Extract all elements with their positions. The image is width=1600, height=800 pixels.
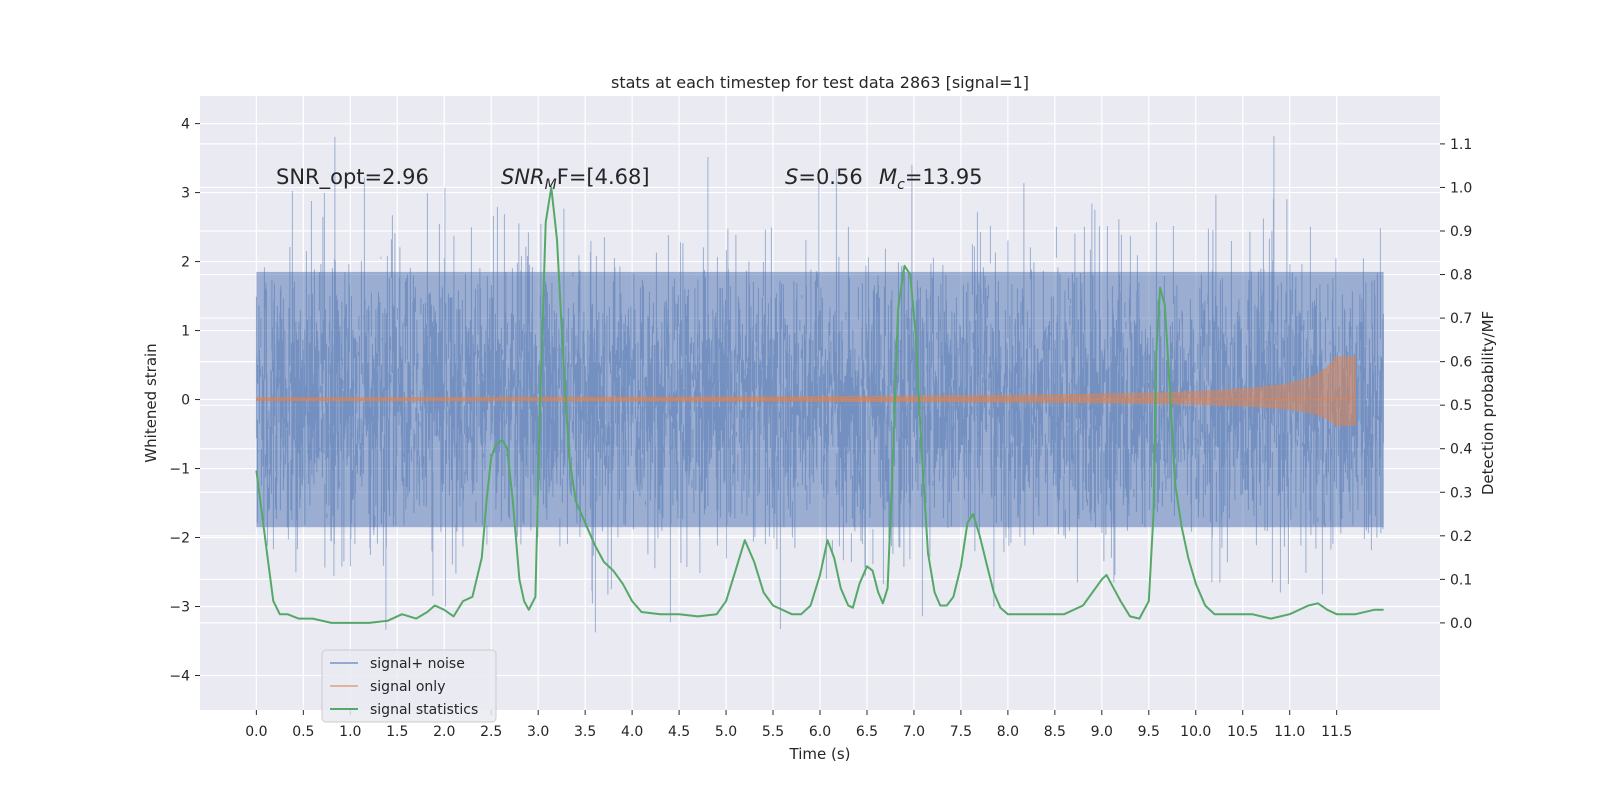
y-left-tick-label-7: 3 — [181, 186, 190, 202]
y-left-tick-label-4: 0 — [181, 393, 190, 409]
legend: signal+ noise signal only signal statist… — [321, 649, 497, 723]
chart-title: stats at each timestep for test data 286… — [611, 73, 1029, 92]
snr-mf-main: SNR — [501, 165, 545, 189]
x-tick-label-20: 10.0 — [1180, 724, 1211, 740]
y-axis-label-left: Whitened strain — [142, 343, 160, 462]
x-tick-label-5: 2.5 — [480, 724, 502, 740]
legend-box — [321, 649, 497, 723]
mc-sub: c — [897, 177, 905, 193]
legend-label-noise: signal+ noise — [370, 656, 465, 672]
y-right-tick-label-11: 1.1 — [1450, 137, 1472, 153]
x-tick-label-21: 10.5 — [1227, 724, 1258, 740]
mc-symbol: M — [879, 165, 897, 189]
series-signal-only — [255, 356, 1356, 426]
y-right-tick-label-8: 0.8 — [1450, 268, 1472, 284]
y-ticks-left: −4 −3 −2 −1 0 1 2 3 4 — [169, 117, 200, 685]
annotation-snr-opt: SNR_opt=2.96 — [276, 165, 429, 190]
annotation-mc: Mc=13.95 — [879, 165, 983, 193]
y-ticks-right: 0.0 0.1 0.2 0.3 0.4 0.5 0.6 0.7 0.8 0.9 1.0 1.1 — [1440, 137, 1472, 632]
x-tick-label-13: 6.5 — [856, 724, 878, 740]
x-tick-label-17: 8.5 — [1044, 724, 1066, 740]
x-tick-label-11: 5.5 — [762, 724, 784, 740]
y-right-tick-label-6: 0.6 — [1450, 355, 1472, 371]
y-right-tick-label-4: 0.4 — [1450, 442, 1472, 458]
signal-envelope — [255, 356, 1356, 426]
x-tick-label-0: 0.0 — [245, 724, 267, 740]
series-signal-statistics — [255, 186, 1384, 624]
y-right-tick-label-0: 0.0 — [1450, 616, 1472, 632]
x-tick-label-12: 6.0 — [809, 724, 831, 740]
x-tick-label-8: 4.0 — [621, 724, 643, 740]
y-left-tick-label-1: −3 — [169, 600, 190, 616]
snr-mf-rest: F=[4.68] — [557, 165, 650, 189]
y-right-tick-label-3: 0.3 — [1450, 485, 1472, 501]
y-left-tick-label-3: −1 — [169, 462, 190, 478]
s-value: =0.56 — [798, 165, 862, 189]
y-right-tick-label-5: 0.5 — [1450, 398, 1472, 414]
x-tick-label-7: 3.5 — [574, 724, 596, 740]
x-tick-label-15: 7.5 — [950, 724, 972, 740]
y-left-tick-label-5: 1 — [181, 324, 190, 340]
x-tick-label-4: 2.0 — [433, 724, 455, 740]
x-tick-label-9: 4.5 — [668, 724, 690, 740]
x-tick-label-16: 8.0 — [997, 724, 1019, 740]
x-tick-label-22: 11.0 — [1274, 724, 1305, 740]
y-axis-label-right: Detection probability/MF — [1479, 311, 1497, 495]
x-ticks: 0.0 0.5 1.0 1.5 2.0 2.5 3.0 3.5 4.0 4.5 5.0 5.5 6.0 6… — [245, 710, 1352, 740]
snr-mf-sub: M — [545, 177, 557, 193]
legend-label-stats: signal statistics — [370, 702, 478, 718]
y-left-tick-label-0: −4 — [169, 669, 190, 685]
s-symbol: S — [785, 165, 798, 189]
y-left-tick-label-2: −2 — [169, 531, 190, 547]
legend-label-signal: signal only — [370, 679, 445, 695]
y-right-tick-label-2: 0.2 — [1450, 529, 1472, 545]
annotation-snr-mf: SNRMF=[4.68] — [501, 165, 650, 193]
annotation-s: S=0.56 — [785, 165, 863, 189]
x-tick-label-1: 0.5 — [292, 724, 314, 740]
y-right-tick-label-1: 0.1 — [1450, 572, 1472, 588]
y-right-tick-label-7: 0.7 — [1450, 311, 1472, 327]
x-tick-label-14: 7.0 — [903, 724, 925, 740]
y-left-tick-label-6: 2 — [181, 255, 190, 271]
x-tick-label-6: 3.0 — [527, 724, 549, 740]
x-axis-label: Time (s) — [789, 745, 851, 763]
x-tick-label-19: 9.5 — [1138, 724, 1160, 740]
mc-value: =13.95 — [905, 165, 983, 189]
x-tick-label-18: 9.0 — [1091, 724, 1113, 740]
x-tick-label-10: 5.0 — [715, 724, 737, 740]
y-right-tick-label-10: 1.0 — [1450, 180, 1472, 196]
y-left-tick-label-8: 4 — [181, 117, 190, 133]
y-right-tick-label-9: 0.9 — [1450, 224, 1472, 240]
stats-line — [255, 186, 1384, 624]
x-tick-label-23: 11.5 — [1321, 724, 1352, 740]
x-tick-label-3: 1.5 — [386, 724, 408, 740]
x-tick-label-2: 1.0 — [339, 724, 361, 740]
